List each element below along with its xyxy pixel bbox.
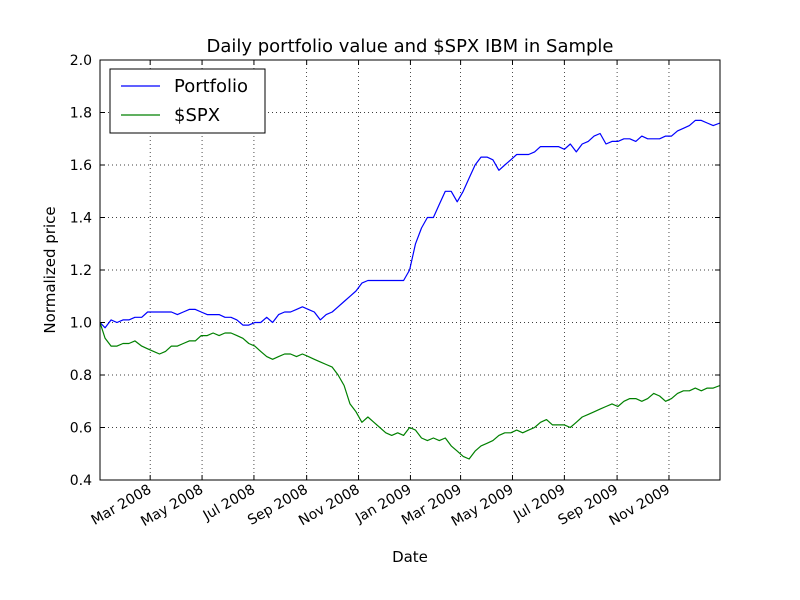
legend-label-portfolio: Portfolio (174, 76, 248, 97)
y-tick-label: 1.8 (70, 106, 92, 122)
y-tick-label: 0.6 (70, 421, 92, 437)
series-line-spx (99, 322, 721, 460)
y-tick-label: 1.0 (70, 316, 92, 332)
y-axis-ticks: 0.4 0.6 0.8 1.0 1.2 1.4 1.6 1.8 2.0 (70, 53, 720, 489)
legend: Portfolio $SPX (109, 68, 266, 134)
legend-label-spx: $SPX (174, 105, 220, 126)
y-tick-label: 1.6 (70, 158, 92, 174)
chart-title: Daily portfolio value and $SPX IBM in Sa… (206, 36, 613, 57)
x-axis-title: Date (392, 548, 428, 566)
y-tick-label: 0.4 (70, 473, 92, 489)
y-tick-label: 1.2 (70, 263, 92, 279)
y-tick-label: 2.0 (70, 53, 92, 69)
series-line-portfolio (99, 119, 721, 329)
y-tick-label: 0.8 (70, 368, 92, 384)
y-axis-title: Normalized price (41, 206, 59, 333)
legend-box (109, 68, 266, 134)
y-tick-label: 1.4 (70, 211, 92, 227)
series-lines (99, 119, 721, 460)
